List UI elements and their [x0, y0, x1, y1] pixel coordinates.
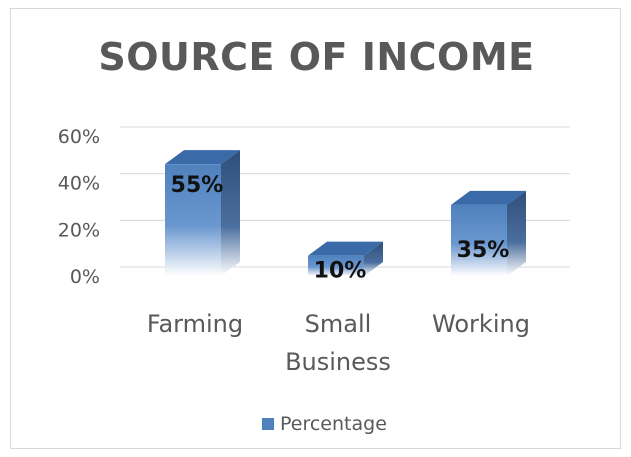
y-tick-label: 40%: [58, 173, 100, 195]
y-tick-label: 20%: [58, 219, 100, 241]
legend-label: Percentage: [280, 413, 387, 435]
bar-side: [221, 150, 240, 276]
data-label: 10%: [314, 259, 367, 284]
legend-swatch: [262, 418, 274, 430]
bar-top: [165, 150, 240, 165]
bar: [165, 164, 221, 276]
chart-title: SOURCE OF INCOME: [98, 35, 535, 79]
bar-top: [308, 241, 383, 256]
data-label: 35%: [457, 238, 510, 263]
category-label: Business: [285, 348, 391, 376]
bar-side: [507, 190, 526, 276]
category-label: Farming: [147, 310, 243, 338]
bar-top: [451, 190, 526, 205]
bar-side: [364, 241, 383, 276]
y-tick-label: 0%: [70, 266, 100, 288]
data-label: 55%: [171, 173, 224, 198]
category-label: Working: [432, 310, 530, 338]
bar: [308, 255, 364, 276]
y-tick-label: 60%: [58, 126, 100, 148]
category-label: Small: [305, 310, 372, 338]
bar: [451, 204, 507, 276]
